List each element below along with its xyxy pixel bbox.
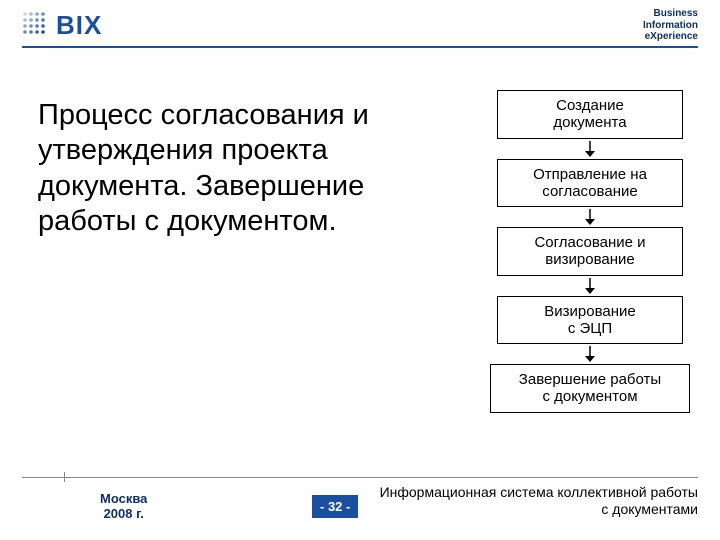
flow-node: Согласование ивизирование bbox=[497, 227, 683, 276]
footer-left: Москва 2008 г. bbox=[100, 491, 147, 522]
footer-tick bbox=[64, 472, 65, 482]
flow-node-line: согласование bbox=[502, 183, 678, 200]
logo-dots-icon bbox=[22, 11, 50, 39]
flow-node-line: Отправление на bbox=[502, 166, 678, 183]
flow-node: Завершение работыс документом bbox=[490, 364, 690, 413]
logo-text: BIX bbox=[56, 10, 102, 41]
footer-system-line: с документами bbox=[380, 501, 698, 518]
header-rule bbox=[22, 46, 698, 48]
footer-system-line: Информационная система коллективной рабо… bbox=[380, 484, 698, 501]
flow-node-line: Завершение работы bbox=[495, 371, 685, 388]
flow-node-line: Визирование bbox=[502, 303, 678, 320]
flow-node: Созданиедокумента bbox=[497, 90, 683, 139]
arrow-down-icon bbox=[583, 209, 597, 225]
tagline-line: eXperience bbox=[643, 31, 698, 43]
footer-rule bbox=[22, 477, 698, 478]
arrow-down-icon bbox=[583, 141, 597, 157]
flow-node-line: Согласование и bbox=[502, 234, 678, 251]
tagline-line: Business bbox=[643, 8, 698, 20]
flow-node: Визированиес ЭЦП bbox=[497, 296, 683, 345]
flow-node-line: визирование bbox=[502, 251, 678, 268]
tagline: Business Information eXperience bbox=[643, 8, 698, 43]
tagline-line: Information bbox=[643, 20, 698, 32]
slide: BIX Business Information eXperience Проц… bbox=[0, 0, 720, 540]
page-number-badge: - 32 - bbox=[312, 495, 358, 518]
header: BIX Business Information eXperience bbox=[0, 0, 720, 58]
page-title: Процесс согласования и утверждения проек… bbox=[38, 98, 448, 240]
flow-node-line: с документом bbox=[495, 388, 685, 405]
flowchart: Созданиедокумента Отправление насогласова… bbox=[490, 90, 690, 413]
footer-right: Информационная система коллективной рабо… bbox=[380, 484, 698, 518]
flow-node-line: с ЭЦП bbox=[502, 320, 678, 337]
arrow-down-icon bbox=[583, 278, 597, 294]
footer-city: Москва bbox=[100, 491, 147, 507]
flow-node-line: Создание bbox=[502, 97, 678, 114]
logo: BIX bbox=[22, 8, 142, 42]
flow-node: Отправление насогласование bbox=[497, 159, 683, 208]
flow-node-line: документа bbox=[502, 114, 678, 131]
footer-year: 2008 г. bbox=[100, 506, 147, 522]
arrow-down-icon bbox=[583, 346, 597, 362]
